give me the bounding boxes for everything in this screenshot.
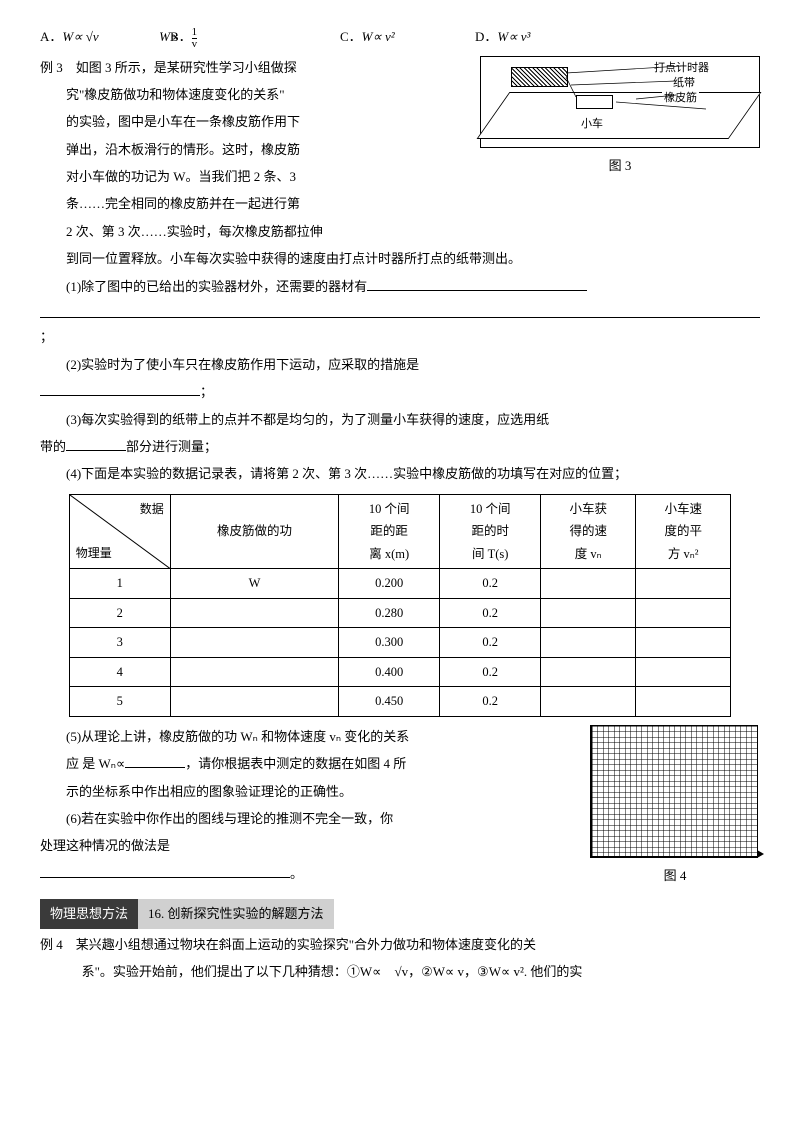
- answer-blank[interactable]: [66, 436, 126, 451]
- answer-blank[interactable]: [40, 381, 200, 396]
- answer-options: A．W∝ √v B．1vW∝ C．W∝ v² D．W∝ v³: [40, 25, 760, 50]
- answer-blank[interactable]: [40, 303, 760, 318]
- example-4-stem: 例 4 某兴趣小组想通过物块在斜面上运动的实验探究"合外力做功和物体速度变化的关: [40, 933, 760, 956]
- data-table: 数据物理量 橡皮筋做的功 10 个间距的距离 x(m) 10 个间距的时间 T(…: [69, 494, 731, 717]
- method-heading: 物理思想方法 16. 创新探究性实验的解题方法: [40, 899, 760, 928]
- answer-blank[interactable]: [40, 863, 290, 878]
- graph-grid[interactable]: [590, 725, 758, 858]
- figure-3: 打点计时器 纸带 橡皮筋 小车 图 3: [480, 56, 760, 177]
- figure-4: 图 4: [590, 725, 760, 887]
- answer-blank[interactable]: [125, 753, 185, 768]
